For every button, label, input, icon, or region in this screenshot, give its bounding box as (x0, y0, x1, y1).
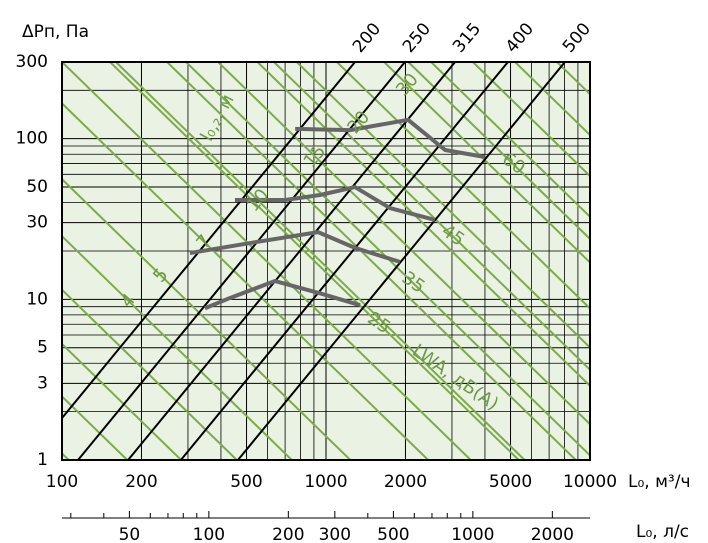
x-tick-label: 500 (230, 472, 262, 492)
x2-tick-label: 500 (377, 525, 409, 543)
throw-lines (62, 288, 238, 460)
throw-lines (62, 102, 429, 460)
duct-line (237, 62, 566, 460)
y-tick-label: 30 (26, 213, 48, 233)
fan-curve (189, 230, 401, 264)
throw-lines (62, 177, 352, 460)
y-tick-label: 3 (37, 373, 48, 393)
y-tick-label: 5 (37, 338, 48, 358)
y-tick-label: 300 (16, 52, 48, 72)
x-tick-label: 1000 (304, 472, 347, 492)
x-tick-label: 2000 (384, 472, 427, 492)
throw-lines (472, 62, 590, 178)
x2-tick-label: 200 (272, 525, 304, 543)
x-tick-label: 5000 (489, 472, 532, 492)
throw-lines (336, 62, 590, 310)
duct-label: 200 (349, 19, 385, 57)
throw-lines (514, 62, 590, 137)
throw-lines (115, 62, 526, 460)
y-axis-label: ΔPп, Па (22, 22, 89, 42)
duct-label: 400 (502, 19, 538, 57)
throw-lines (62, 234, 293, 460)
x-tick-label: 200 (125, 472, 157, 492)
throw-lines (62, 62, 472, 460)
duct-line (127, 62, 456, 460)
throw-lines (62, 342, 182, 460)
duct-line (180, 62, 509, 460)
duct-label: 250 (399, 19, 435, 57)
x-tick-label: 100 (46, 472, 78, 492)
x-axis-label: L₀, м³/ч (628, 472, 691, 492)
x-tick-label: 10000 (563, 472, 617, 492)
x2-tick-label: 300 (319, 525, 351, 543)
x2-axis-label: L₀, л/с (636, 522, 689, 542)
y-tick-label: 50 (26, 177, 48, 197)
throw-lines (166, 62, 577, 460)
fan-curve (295, 117, 486, 159)
throw-lines (430, 62, 590, 219)
y-tick-label: 10 (26, 289, 48, 309)
sound-lines (109, 62, 520, 460)
y-tick-label: 1 (37, 450, 48, 470)
x2-tick-label: 2000 (531, 525, 574, 543)
duct-label: 500 (559, 19, 595, 57)
x2-tick-label: 100 (193, 525, 225, 543)
y-tick-label: 100 (16, 129, 48, 149)
sound-lines (407, 62, 590, 241)
duct-label: 315 (449, 19, 485, 57)
fan-curve (204, 279, 361, 311)
fan-curve (234, 185, 436, 222)
throw-lines (62, 452, 70, 460)
x2-tick-label: 1000 (451, 525, 494, 543)
plot-frame (61, 61, 591, 461)
throw-lines (217, 62, 590, 426)
plot-area (62, 62, 590, 460)
x2-tick-label: 50 (119, 525, 141, 543)
